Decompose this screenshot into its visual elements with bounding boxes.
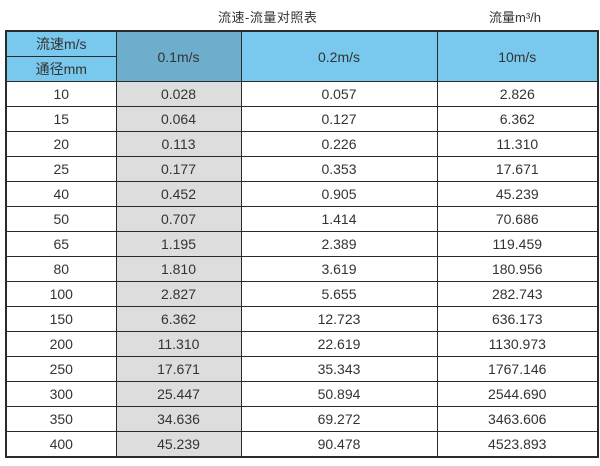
value-cell: 70.686 [436,206,599,232]
header-row-top: 流速m/s 0.1m/s 0.2m/s 10m/s [5,30,599,82]
diameter-cell: 350 [5,406,117,432]
table-row: 50 0.707 1.414 70.686 [5,206,599,232]
value-cell: 35.343 [240,356,438,382]
value-cell: 34.636 [115,406,242,432]
value-cell: 0.226 [240,131,438,157]
value-cell: 3463.606 [436,406,599,432]
diameter-cell: 100 [5,281,117,307]
flow-unit-label: 流量m³/h [489,10,542,25]
value-cell: 12.723 [240,306,438,332]
diameter-cell: 65 [5,231,117,257]
table-row: 65 1.195 2.389 119.459 [5,231,599,257]
value-cell: 0.905 [240,181,438,207]
value-cell: 0.057 [240,81,438,107]
value-cell: 6.362 [436,106,599,132]
value-cell: 45.239 [436,181,599,207]
value-cell: 5.655 [240,281,438,307]
table-row: 15 0.064 0.127 6.362 [5,106,599,132]
value-cell: 69.272 [240,406,438,432]
value-cell: 282.743 [436,281,599,307]
table-row: 100 2.827 5.655 282.743 [5,281,599,307]
value-cell: 17.671 [436,156,599,182]
diameter-cell: 20 [5,131,117,157]
value-cell: 0.353 [240,156,438,182]
value-cell: 17.671 [115,356,242,382]
value-cell: 3.619 [240,256,438,282]
table-title: 流速-流量对照表 [218,10,318,25]
diameter-cell: 400 [5,431,117,458]
value-cell: 2.827 [115,281,242,307]
value-cell: 25.447 [115,381,242,407]
table-row: 25 0.177 0.353 17.671 [5,156,599,182]
table-row: 40 0.452 0.905 45.239 [5,181,599,207]
header-velocity-10: 10m/s [436,30,599,82]
value-cell: 0.028 [115,81,242,107]
diameter-cell: 300 [5,381,117,407]
value-cell: 1130.973 [436,331,599,357]
corner-diameter-label: 通径mm [5,56,117,82]
value-cell: 6.362 [115,306,242,332]
value-cell: 22.619 [240,331,438,357]
value-cell: 50.894 [240,381,438,407]
diameter-cell: 250 [5,356,117,382]
table-row: 150 6.362 12.723 636.173 [5,306,599,332]
value-cell: 1.810 [115,256,242,282]
value-cell: 0.452 [115,181,242,207]
value-cell: 11.310 [115,331,242,357]
table-row: 350 34.636 69.272 3463.606 [5,406,599,432]
table-row: 250 17.671 35.343 1767.146 [5,356,599,382]
value-cell: 1767.146 [436,356,599,382]
value-cell: 0.177 [115,156,242,182]
value-cell: 2.826 [436,81,599,107]
value-cell: 636.173 [436,306,599,332]
table-row: 80 1.810 3.619 180.956 [5,256,599,282]
value-cell: 1.414 [240,206,438,232]
header-row-bottom: 通径mm [5,56,598,82]
corner-velocity-label: 流速m/s [5,30,117,57]
diameter-cell: 40 [5,181,117,207]
diameter-cell: 25 [5,156,117,182]
value-cell: 0.064 [115,106,242,132]
diameter-cell: 150 [5,306,117,332]
diameter-cell: 15 [5,106,117,132]
value-cell: 11.310 [436,131,599,157]
diameter-cell: 50 [5,206,117,232]
header-velocity-0-2: 0.2m/s [240,30,438,82]
diameter-cell: 80 [5,256,117,282]
titlebar: 流速-流量对照表 流量m³/h [0,0,600,30]
value-cell: 0.113 [115,131,242,157]
table-row: 400 45.239 90.478 4523.893 [5,431,599,458]
value-cell: 1.195 [115,231,242,257]
value-cell: 2.389 [240,231,438,257]
value-cell: 2544.690 [436,381,599,407]
value-cell: 0.127 [240,106,438,132]
value-cell: 180.956 [436,256,599,282]
diameter-cell: 200 [5,331,117,357]
table-row: 300 25.447 50.894 2544.690 [5,381,599,407]
header-velocity-0-1: 0.1m/s [115,30,242,82]
value-cell: 90.478 [240,431,438,458]
value-cell: 4523.893 [436,431,599,458]
table-row: 10 0.028 0.057 2.826 [5,81,599,107]
table-row: 200 11.310 22.619 1130.973 [5,331,599,357]
flow-velocity-table: 流速m/s 0.1m/s 0.2m/s 10m/s 通径mm 10 0.028 … [5,30,599,458]
value-cell: 0.707 [115,206,242,232]
table-row: 20 0.113 0.226 11.310 [5,131,599,157]
value-cell: 45.239 [115,431,242,458]
value-cell: 119.459 [436,231,599,257]
diameter-cell: 10 [5,81,117,107]
